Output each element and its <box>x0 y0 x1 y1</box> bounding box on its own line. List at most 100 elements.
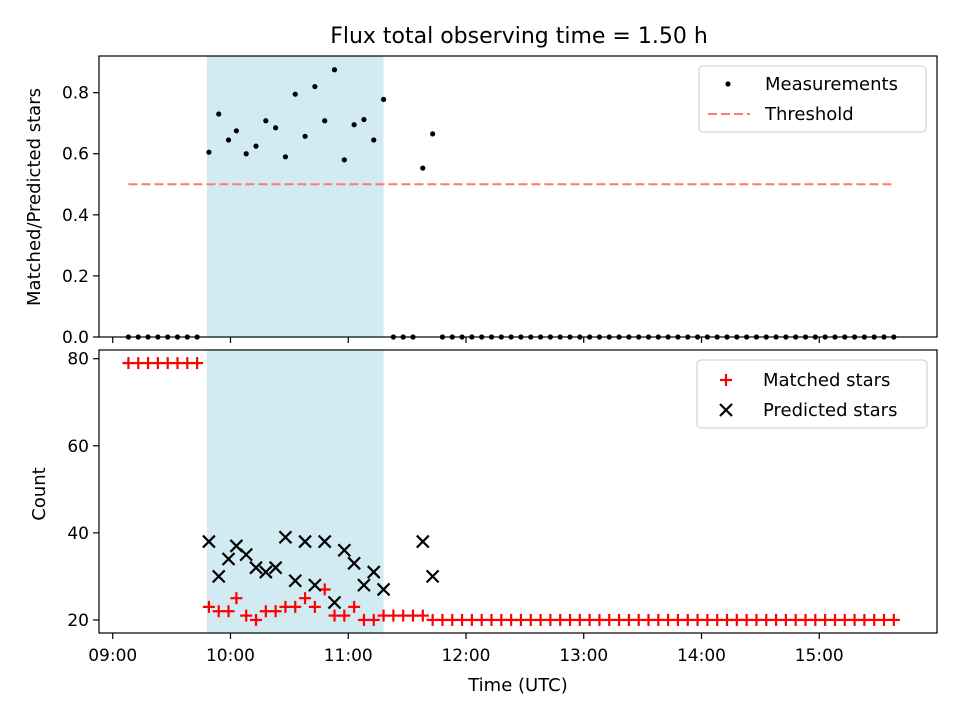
predicted-stars-point <box>317 534 332 549</box>
bottom-y-tick-label: 20 <box>67 611 89 631</box>
measurements-point <box>282 154 289 160</box>
bottom-legend: Matched stars Predicted stars <box>696 359 928 429</box>
predicted-stars-point <box>376 582 391 597</box>
matched-stars-point <box>250 613 263 626</box>
predicted-stars-point <box>298 534 312 549</box>
chart-title: Flux total observing time = 1.50 h <box>330 24 708 49</box>
top-legend: Measurements Threshold <box>698 65 927 133</box>
top-shaded-interval <box>206 56 384 337</box>
predicted-stars-point <box>308 578 322 592</box>
matched-stars-point <box>416 609 429 622</box>
measurements-point <box>341 157 347 163</box>
legend-label-matched-stars: Matched stars <box>763 370 890 391</box>
top-y-tick-label: 0.8 <box>62 84 89 104</box>
top-y-tick-label: 0.6 <box>62 145 89 165</box>
bottom-panel: 20 40 60 80 09:00 10:00 11:00 12:00 13:00 14:00 15… <box>29 349 938 696</box>
legend-marker-predicted-stars <box>719 403 733 417</box>
measurements-point <box>253 143 259 149</box>
x-tick-label: 14:00 <box>677 646 726 666</box>
matched-stars-point <box>348 600 361 613</box>
top-axes-layer: 0.0 0.2 0.4 0.6 0.8 <box>62 84 820 348</box>
predicted-stars-point <box>357 578 371 592</box>
bottom-axes-layer: 20 40 60 80 09:00 10:00 11:00 12:00 13:00 14:00 15… <box>67 350 843 666</box>
x-tick-label: 09:00 <box>88 646 137 666</box>
bottom-y-axis-label: Count <box>29 467 50 520</box>
measurements-point <box>430 131 436 137</box>
measurements-point <box>263 118 269 124</box>
measurements-point <box>420 165 426 171</box>
matched-stars-point <box>191 357 204 370</box>
predicted-stars-point <box>337 543 352 558</box>
top-legend-box <box>698 65 927 133</box>
predicted-stars-point <box>202 534 216 549</box>
measurements-point <box>351 122 357 128</box>
matched-stars-point <box>887 613 900 626</box>
x-axis-label: Time (UTC) <box>467 675 568 696</box>
predicted-stars-point <box>249 560 263 575</box>
measurements-point <box>322 118 328 124</box>
x-tick-label: 13:00 <box>559 646 608 666</box>
measurements-point <box>312 83 318 90</box>
x-tick-label: 10:00 <box>206 646 255 666</box>
bottom-y-tick-label: 60 <box>67 437 89 457</box>
matched-stars-point <box>230 592 243 605</box>
matched-stars-point <box>338 609 351 622</box>
measurements-point <box>233 128 239 134</box>
predicted-stars-point <box>347 556 361 571</box>
legend-label-predicted-stars: Predicted stars <box>763 400 897 421</box>
matched-stars-point <box>202 600 215 613</box>
measurements-point <box>361 116 367 123</box>
legend-label-measurements: Measurements <box>765 74 898 95</box>
bottom-plot-frame <box>98 349 938 634</box>
top-y-tick-label: 0.2 <box>62 267 89 287</box>
matched-stars-point <box>299 592 312 605</box>
top-series-layer <box>125 67 897 340</box>
legend-label-threshold: Threshold <box>764 104 854 125</box>
predicted-stars-point <box>288 573 303 588</box>
bottom-legend-box <box>696 359 928 429</box>
bottom-shaded-interval <box>206 350 384 633</box>
top-y-tick-label: 0.0 <box>62 328 89 348</box>
predicted-stars-point <box>239 547 253 562</box>
measurements-point <box>206 149 212 155</box>
legend-marker-measurements <box>725 81 731 87</box>
top-panel: 0.00.20.40.60.8 Matched/Predicted stars … <box>24 55 938 348</box>
predicted-stars-point <box>425 569 440 584</box>
legend-marker-matched-stars <box>720 374 732 386</box>
top-y-tick-label: 0.4 <box>62 206 89 226</box>
bottom-series-layer <box>122 357 900 626</box>
measurements-point <box>216 111 222 117</box>
measurements-point <box>331 67 338 73</box>
x-tick-label: 12:00 <box>441 646 490 666</box>
top-shaded-interval-layer <box>206 56 384 337</box>
predicted-stars-point <box>259 565 273 579</box>
measurements-point <box>292 91 298 97</box>
matched-stars-point <box>222 605 235 618</box>
predicted-stars-point <box>268 560 283 575</box>
x-tick-label: 15:00 <box>795 646 844 666</box>
predicted-stars-point <box>221 552 236 566</box>
measurements-point <box>243 151 249 157</box>
x-tick-label: 11:00 <box>324 646 373 666</box>
bottom-y-tick-label: 80 <box>67 350 89 370</box>
measurements-point <box>371 137 377 143</box>
matched-stars-point <box>367 613 380 626</box>
matched-stars-point <box>269 605 282 618</box>
matched-stars-point <box>289 600 302 613</box>
predicted-stars-point <box>278 530 293 544</box>
top-y-axis-label: Matched/Predicted stars <box>24 88 45 306</box>
measurements-point <box>302 133 308 139</box>
matched-stars-point <box>240 609 253 622</box>
predicted-stars-point <box>366 565 381 579</box>
measurements-point <box>225 137 232 143</box>
bottom-y-tick-label: 40 <box>67 524 89 544</box>
measurements-point <box>380 96 387 102</box>
measurements-point <box>273 125 279 131</box>
predicted-stars-point <box>211 569 226 584</box>
bottom-shaded-interval-layer <box>206 350 384 633</box>
matched-stars-point <box>308 600 321 613</box>
predicted-stars-point <box>416 534 430 549</box>
top-plot-frame <box>98 55 938 338</box>
predicted-stars-point <box>327 595 342 610</box>
